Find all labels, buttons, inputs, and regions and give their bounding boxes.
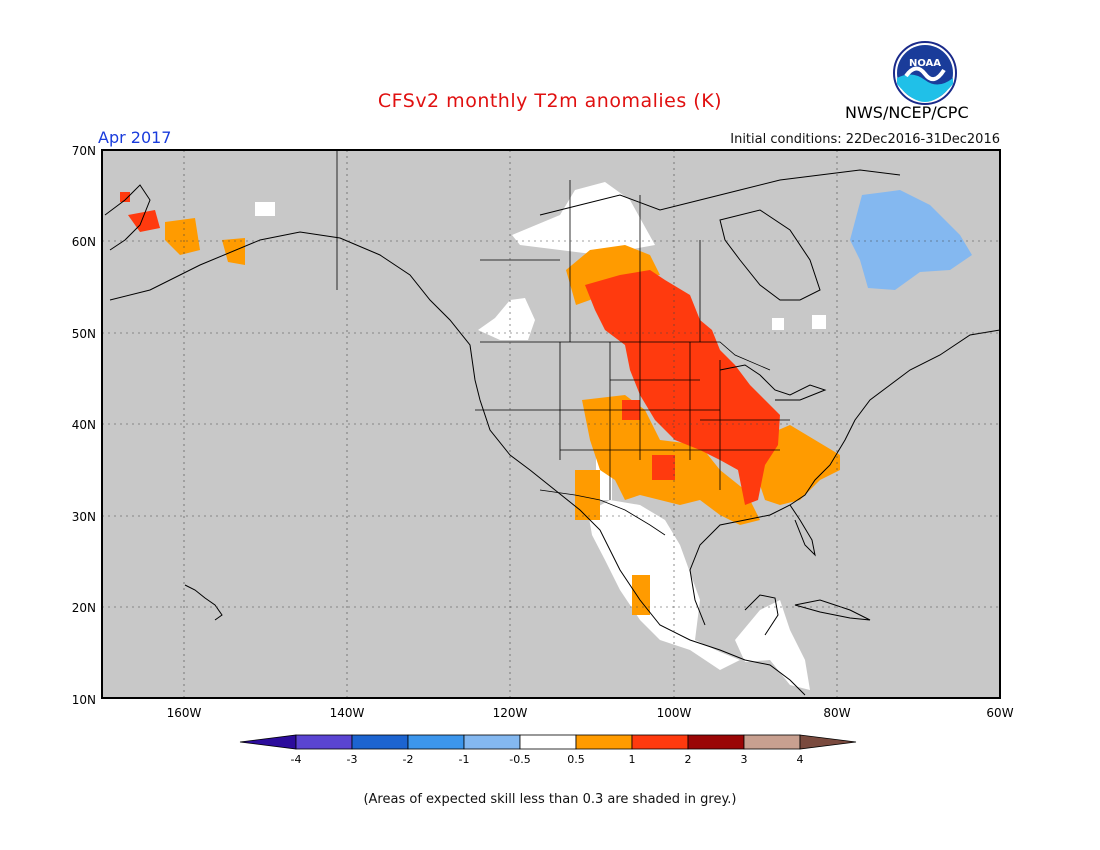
colorbar (239, 734, 857, 750)
us-mexico-border (539, 489, 666, 536)
alaska-warm-region (165, 218, 200, 255)
hawaii (184, 584, 223, 621)
oklahoma-warm (652, 455, 675, 480)
colorbar-label: 2 (685, 753, 692, 766)
pacific-nw-neutral (478, 298, 535, 340)
initial-conditions: Initial conditions: 22Dec2016-31Dec2016 (730, 132, 1000, 147)
canada-neutral-region (512, 182, 655, 255)
organization-label: NWS/NCEP/CPC (845, 103, 969, 122)
lat-labels: 10N 20N 30N 40N 50N 60N 70N (72, 144, 96, 707)
lon-label: 100W (657, 706, 692, 720)
gulf-coast (689, 329, 1000, 626)
colorbar-label: -1 (459, 753, 470, 766)
colorbar-labels: -4 -3 -2 -1 -0.5 0.5 1 2 3 4 (291, 753, 804, 766)
colorbar-swatch (743, 734, 801, 750)
west-coast (109, 231, 806, 696)
north-central-warm-region (585, 270, 780, 505)
colorbar-arrow-right (799, 734, 857, 750)
map-frame (101, 149, 1001, 699)
alaska-west (104, 184, 151, 251)
central-america-neutral (735, 600, 810, 690)
mexico-warm-spots (632, 575, 650, 615)
colorbar-label: -2 (403, 753, 414, 766)
quebec-cool-region (850, 190, 972, 290)
hudson-bay (719, 209, 821, 301)
quebec-neutral (772, 318, 784, 330)
colorbar-arrow-left (239, 734, 297, 750)
lat-label: 10N (72, 693, 96, 707)
alaska-red-2 (120, 192, 130, 202)
yucatan (744, 594, 779, 636)
skill-footnote: (Areas of expected skill less than 0.3 a… (363, 792, 737, 807)
lat-label: 20N (72, 601, 96, 615)
colorbar-swatch (295, 734, 353, 750)
graticule (102, 150, 1000, 698)
noaa-logo-text: NOAA (909, 58, 941, 69)
colorbar-swatch (407, 734, 465, 750)
hudson-neutral (812, 315, 826, 329)
state-lines-2 (475, 379, 790, 451)
colorbar-swatch (631, 734, 689, 750)
colorbar-label: -0.5 (509, 753, 530, 766)
lat-label: 40N (72, 418, 96, 432)
lat-label: 70N (72, 144, 96, 158)
colorbar-label: 4 (797, 753, 804, 766)
cuba (794, 599, 871, 621)
arctic-coast (539, 169, 901, 216)
lat-label: 60N (72, 235, 96, 249)
lon-label: 80W (823, 706, 850, 720)
colorbar-label: 0.5 (567, 753, 585, 766)
noaa-logo: NOAA (893, 41, 957, 105)
state-lines-1 (559, 342, 721, 500)
lat-label: 30N (72, 510, 96, 524)
colorbar-label: -4 (291, 753, 302, 766)
us-canada-border (480, 341, 771, 371)
florida (789, 504, 816, 557)
lon-label: 140W (330, 706, 365, 720)
map-title: CFSv2 monthly T2m anomalies (K) (377, 90, 723, 112)
canada-provinces (480, 180, 701, 342)
forecast-month: Apr 2017 (98, 128, 172, 147)
lon-label: 60W (986, 706, 1013, 720)
colorbar-swatch (519, 734, 577, 750)
colorbar-label: -3 (347, 753, 358, 766)
lon-label: 120W (493, 706, 528, 720)
colorbar-swatch (575, 734, 633, 750)
west-texas-warm (575, 470, 600, 520)
alaska-neutral (255, 202, 275, 216)
colorbar-swatch (687, 734, 745, 750)
mexico-neutral-region (588, 500, 740, 670)
colorbar-label: 3 (741, 753, 748, 766)
lon-label: 160W (167, 706, 202, 720)
colorbar-swatch (463, 734, 521, 750)
lat-label: 50N (72, 327, 96, 341)
great-lakes (719, 364, 827, 401)
alaska-red (128, 210, 160, 232)
lon-labels: 160W 140W 120W 100W 80W 60W (167, 706, 1014, 720)
colorbar-swatch (351, 734, 409, 750)
colorbar-label: 1 (629, 753, 636, 766)
